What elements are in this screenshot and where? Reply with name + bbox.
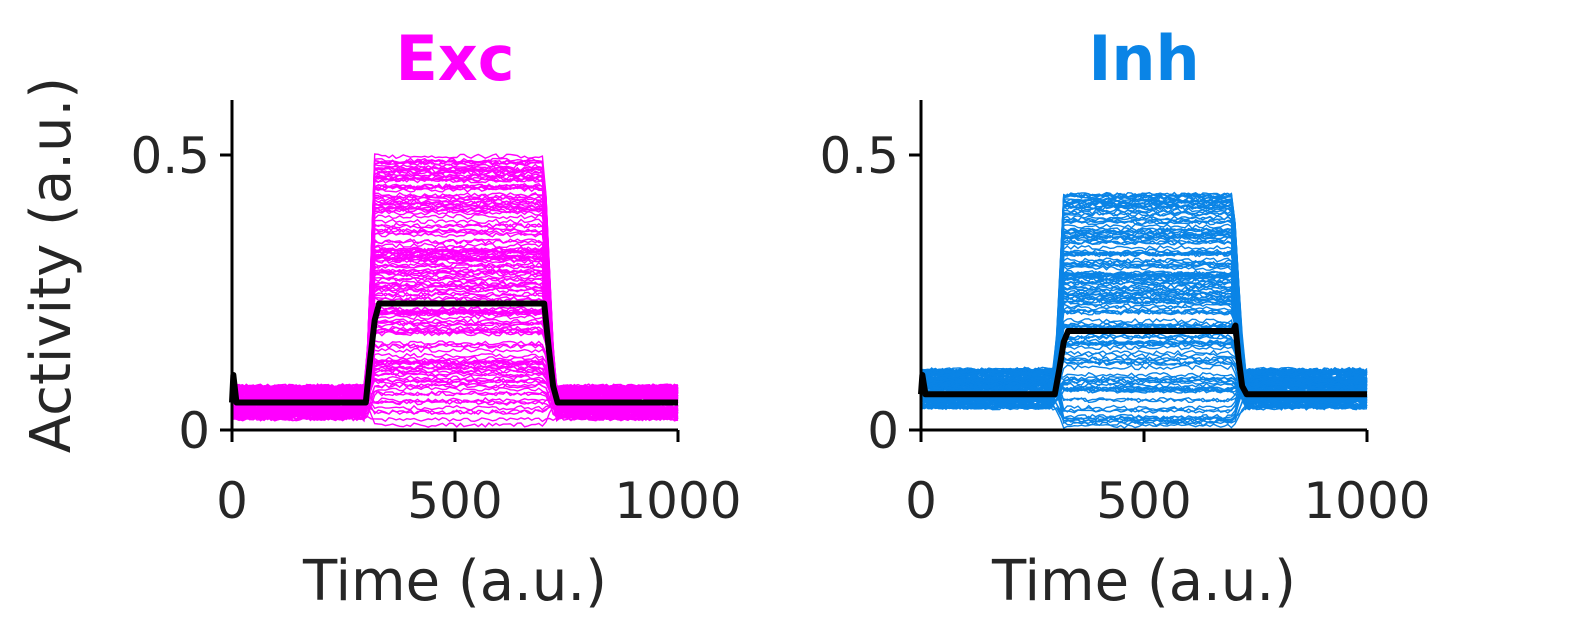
inh-x-tick-label: 0 (905, 472, 937, 530)
exc-x-axis-label: Time (a.u.) (302, 549, 607, 614)
exc-unit-trace (231, 263, 679, 416)
inh-unit-trace (920, 269, 1368, 385)
exc-unit-trace (231, 254, 679, 398)
exc-y-tick-label: 0 (178, 402, 210, 460)
exc-traces (231, 153, 679, 428)
inh-unit-trace (920, 244, 1368, 378)
exc-y-tick-label: 0.5 (130, 127, 210, 185)
exc-y-axis-label: Activity (a.u.) (19, 77, 84, 453)
inh-unit-trace (920, 228, 1368, 389)
inh-unit-trace (920, 196, 1368, 410)
exc-unit-trace (231, 207, 679, 414)
inh-unit-trace (920, 239, 1368, 402)
inh-title: Inh (1088, 22, 1199, 95)
inh-unit-trace (920, 232, 1367, 407)
exc-x-ticks: 0 500 1000 (216, 430, 742, 530)
inh-unit-trace (920, 378, 1368, 394)
exc-unit-trace (231, 281, 679, 401)
exc-unit-trace (231, 184, 679, 400)
inh-x-axis-label: Time (a.u.) (991, 549, 1296, 614)
exc-unit-trace (231, 359, 679, 422)
inh-y-tick-label: 0 (867, 402, 899, 460)
inh-panel: Inh 0 500 1000 00.5 Time (a.u.) (819, 22, 1430, 614)
inh-unit-trace (920, 219, 1368, 385)
exc-title: Exc (395, 22, 514, 95)
exc-unit-trace (231, 163, 679, 412)
inh-unit-trace (920, 259, 1368, 375)
exc-x-tick-label: 1000 (614, 472, 741, 530)
inh-unit-trace (920, 303, 1368, 379)
exc-unit-trace (231, 183, 679, 410)
exc-unit-trace (231, 205, 679, 413)
exc-x-tick-label: 500 (407, 472, 502, 530)
exc-unit-trace (231, 222, 679, 415)
exc-x-tick-label: 0 (216, 472, 248, 530)
inh-unit-trace (920, 203, 1368, 390)
inh-y-ticks: 00.5 (819, 127, 921, 460)
exc-unit-trace (231, 254, 679, 423)
inh-unit-trace (920, 250, 1368, 388)
inh-unit-trace (920, 275, 1368, 373)
exc-unit-trace (231, 247, 679, 390)
exc-mean-line (229, 300, 678, 406)
exc-panel: Exc 0 500 1000 00.5 Time (a.u.) Activity (… (19, 22, 742, 614)
exc-unit-trace (231, 359, 679, 394)
inh-x-tick-label: 1000 (1303, 472, 1430, 530)
inh-mean-line (918, 322, 1367, 398)
inh-x-ticks: 0 500 1000 (905, 430, 1431, 530)
inh-y-tick-label: 0.5 (819, 127, 899, 185)
inh-unit-trace (920, 294, 1368, 411)
inh-traces (920, 191, 1368, 429)
inh-unit-trace (920, 193, 1368, 378)
inh-x-tick-label: 500 (1096, 472, 1191, 530)
exc-y-ticks: 00.5 (130, 127, 232, 460)
